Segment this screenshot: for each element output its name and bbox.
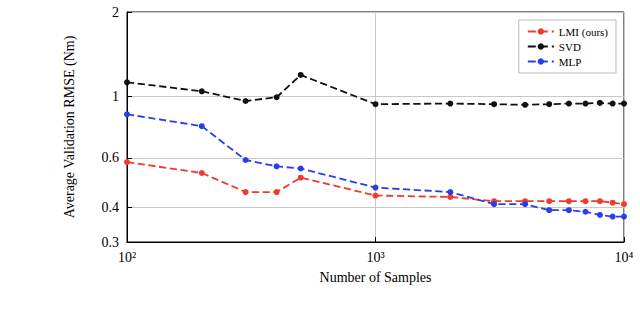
svg-text:10⁴: 10⁴ [615,250,634,265]
svg-text:0.6: 0.6 [102,150,120,165]
svg-text:Average Validation RMSE (Nm): Average Validation RMSE (Nm) [62,35,78,218]
svg-text:Number of Samples: Number of Samples [320,270,432,285]
svg-text:MLP: MLP [559,56,582,68]
svg-text:2: 2 [112,5,119,20]
svg-text:10³: 10³ [366,250,384,265]
svg-text:10²: 10² [118,250,136,265]
svg-text:0.4: 0.4 [102,200,120,215]
svg-text:1: 1 [112,89,119,104]
svg-text:LMI (ours): LMI (ours) [559,26,609,39]
svg-text:SVD: SVD [559,41,581,53]
svg-text:0.3: 0.3 [102,235,120,250]
